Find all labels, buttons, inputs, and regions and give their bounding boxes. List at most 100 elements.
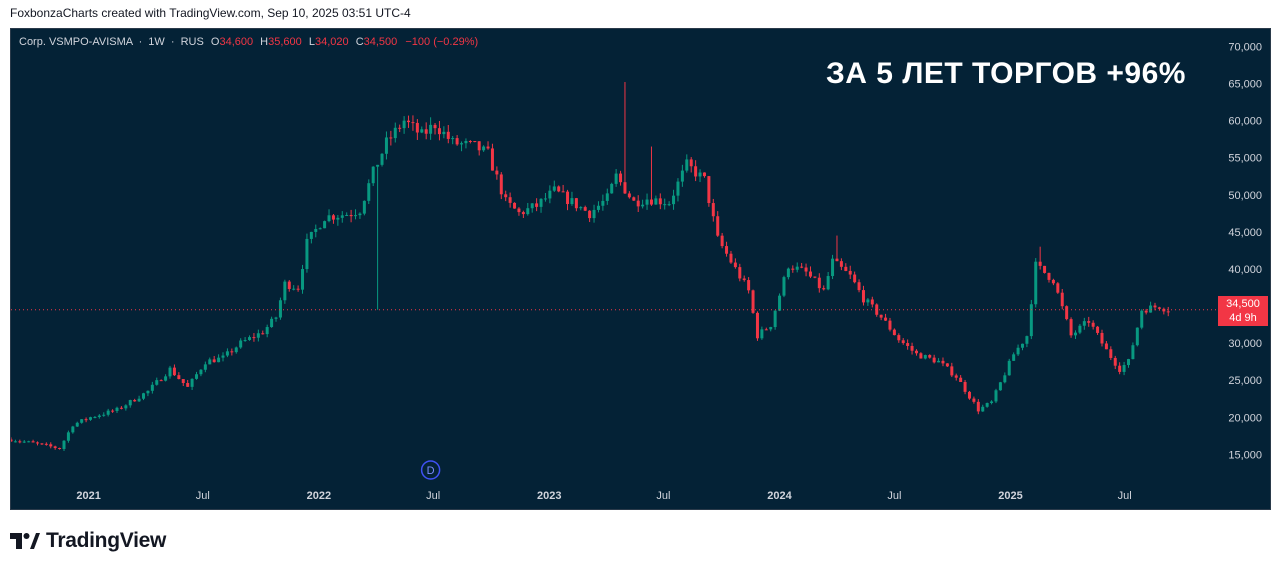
tradingview-logo-text: TradingView	[46, 529, 167, 552]
candle-body	[252, 337, 256, 339]
candle-body	[839, 261, 843, 267]
candle-body	[649, 199, 653, 205]
candle-body	[959, 377, 963, 382]
y-tick-label: 40,000	[1228, 264, 1262, 276]
dividend-marker-layer: D	[420, 460, 441, 480]
candle-body	[685, 159, 689, 171]
tradingview-logo[interactable]: TradingView	[10, 529, 166, 553]
candle-body	[694, 166, 698, 177]
chart-area[interactable]: 15,00020,00025,00030,00035,00040,00045,0…	[10, 28, 1271, 510]
candle-body	[225, 351, 229, 356]
last-price-tag: 34,500 4d 9h	[1218, 296, 1268, 326]
candle-body	[786, 268, 790, 278]
candle-body	[340, 215, 344, 218]
candle-body	[66, 432, 70, 441]
x-tick-label: Jul	[196, 490, 210, 502]
candle-body	[84, 419, 88, 421]
candle-body	[420, 129, 424, 133]
candle-body	[804, 267, 808, 272]
candle-body	[835, 258, 839, 262]
candle-body	[619, 173, 623, 183]
chart-attribution: FoxbonzaCharts created with TradingView.…	[10, 6, 411, 20]
candle-body	[641, 204, 645, 207]
candle-body	[574, 198, 578, 209]
candle-body	[579, 207, 583, 209]
candle-body	[729, 253, 733, 263]
candlestick-chart[interactable]: 15,00020,00025,00030,00035,00040,00045,0…	[11, 29, 1270, 509]
candle-body	[747, 280, 751, 291]
candle-body	[508, 197, 512, 203]
candle-body	[1056, 283, 1060, 293]
candle-body	[234, 347, 238, 353]
candle-body	[566, 191, 570, 205]
candle-body	[561, 191, 565, 193]
candle-body	[760, 329, 764, 339]
candle-body	[371, 166, 375, 184]
candle-body	[725, 246, 729, 254]
candle-body	[632, 197, 636, 201]
candle-body	[844, 266, 848, 271]
candle-body	[1153, 305, 1157, 308]
candle-body	[265, 327, 269, 335]
candle-body	[808, 271, 812, 277]
y-tick-label: 55,000	[1228, 153, 1262, 165]
candle-body	[278, 300, 282, 318]
candle-body	[932, 357, 936, 363]
candle-body	[773, 310, 777, 328]
candle-body	[261, 333, 265, 335]
candle-body	[1091, 322, 1095, 327]
candle-body	[1149, 305, 1153, 313]
candle-body	[49, 444, 53, 447]
candle-body	[429, 124, 433, 134]
candle-body	[27, 441, 31, 443]
candle-body	[1104, 343, 1108, 350]
candle-body	[58, 447, 62, 449]
candle-body	[892, 329, 896, 336]
candle-body	[155, 380, 159, 385]
candle-body	[301, 269, 305, 290]
candle-body	[44, 443, 48, 445]
candle-body	[751, 290, 755, 313]
candle-body	[203, 364, 207, 370]
candle-body	[981, 406, 985, 412]
candle-body	[672, 195, 676, 205]
x-tick-label: 2023	[537, 490, 561, 502]
candle-body	[1007, 360, 1011, 376]
y-tick-label: 30,000	[1228, 338, 1262, 350]
candle-body	[614, 173, 618, 184]
x-tick-label: Jul	[426, 490, 440, 502]
candle-body	[287, 281, 291, 289]
candle-body	[504, 194, 508, 198]
candle-body	[636, 200, 640, 207]
candle-body	[248, 337, 252, 341]
candle-body	[1096, 326, 1100, 333]
exchange: RUS	[180, 36, 204, 48]
candle-body	[742, 278, 746, 281]
candle-body	[1113, 357, 1117, 366]
candle-body	[133, 400, 137, 402]
candle-body	[901, 340, 905, 344]
candle-body	[415, 122, 419, 133]
candle-body	[1051, 279, 1055, 284]
tradingview-logo-icon	[10, 533, 40, 549]
time-axis: 2021 Jul 2022 Jul 2023 Jul 2024 Jul 2025 Jul	[76, 490, 1131, 502]
x-tick-label: 2022	[307, 490, 331, 502]
y-tick-label: 20,000	[1228, 412, 1262, 424]
change-value: −100 (−0.29%)	[405, 36, 479, 48]
candle-body	[813, 276, 817, 278]
candle-body	[239, 340, 243, 348]
candle-body	[866, 299, 870, 303]
candle-body	[941, 360, 945, 364]
candle-body	[354, 215, 358, 217]
candle-body	[349, 214, 353, 217]
candle-body	[623, 182, 627, 194]
last-price-value: 34,500	[1226, 298, 1260, 310]
candle-body	[548, 190, 552, 199]
candle-body	[464, 140, 468, 144]
symbol-legend[interactable]: Corp. VSMPO-AVISMA · 1W · RUS O34,600 H3…	[19, 36, 479, 48]
high-label: H	[260, 36, 269, 48]
x-tick-label: Jul	[656, 490, 670, 502]
candle-body	[1078, 325, 1082, 333]
candle-body	[963, 381, 967, 392]
candle-body	[530, 203, 534, 209]
